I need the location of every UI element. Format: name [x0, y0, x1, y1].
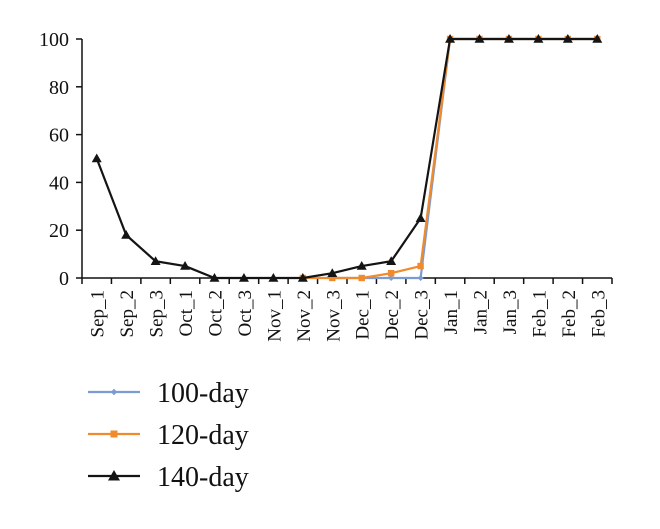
x-tick-label: Oct_3 [235, 290, 256, 336]
x-tick-label: Jan_1 [441, 290, 462, 334]
x-tick-label: Jan_2 [471, 290, 492, 334]
data-point [359, 275, 365, 281]
x-tick-label: Sep_1 [88, 290, 109, 338]
series-layer [92, 34, 603, 282]
series-100-day [329, 36, 600, 281]
legend-item: 140-day [88, 462, 249, 493]
y-tick-label: 100 [39, 29, 69, 51]
y-tick-label: 40 [49, 172, 69, 194]
data-point [121, 230, 131, 239]
series-line [97, 39, 598, 278]
x-axis-ticks: Sep_1 Sep_2 Sep_3 Oct_1 Oct_2 Oct_3 Nov_1 Nov_2… [82, 278, 612, 342]
data-point [416, 213, 426, 222]
x-tick-label: Sep_2 [117, 290, 138, 338]
y-tick-label: 0 [59, 268, 69, 290]
x-tick-label: Sep_3 [147, 290, 168, 338]
series-140-day [92, 34, 603, 282]
series-line [332, 39, 597, 278]
series-120-day [300, 36, 601, 281]
x-tick-label: Feb_3 [588, 290, 609, 338]
x-tick-label: Dec_3 [412, 290, 433, 340]
x-tick-label: Nov_2 [294, 290, 315, 342]
x-tick-label: Oct_1 [176, 290, 197, 336]
y-axis-ticks: 0 20 40 60 80 100 [39, 29, 82, 290]
x-tick-label: Oct_2 [206, 290, 227, 336]
y-tick-label: 80 [49, 77, 69, 99]
data-point [111, 431, 118, 438]
data-point [111, 389, 117, 395]
data-point [417, 263, 423, 269]
x-tick-label: Feb_2 [559, 290, 580, 338]
x-tick-label: Feb_1 [529, 290, 550, 338]
axes [82, 39, 612, 278]
legend-item: 120-day [88, 420, 249, 451]
y-tick-label: 20 [49, 220, 69, 242]
x-tick-label: Jan_3 [500, 290, 521, 334]
legend-label: 120-day [157, 420, 249, 451]
y-tick-label: 60 [49, 125, 69, 147]
legend-item: 100-day [88, 378, 249, 409]
data-point [418, 275, 424, 281]
x-tick-label: Nov_3 [323, 290, 344, 342]
data-point [92, 154, 102, 163]
x-tick-label: Dec_2 [382, 290, 403, 340]
x-tick-label: Nov_1 [264, 290, 285, 342]
series-line [303, 39, 597, 278]
legend: 100-day 120-day 140-day [88, 378, 249, 493]
legend-label: 140-day [157, 462, 249, 493]
data-point [388, 270, 394, 276]
legend-label: 100-day [157, 378, 249, 409]
x-tick-label: Dec_1 [353, 290, 374, 340]
